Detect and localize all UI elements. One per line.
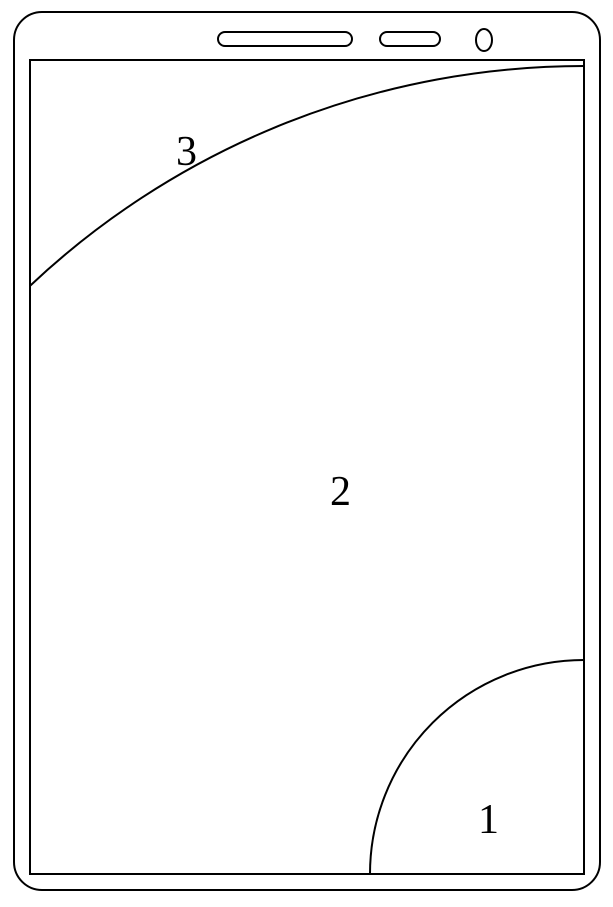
screen-frame — [30, 60, 584, 874]
camera-icon — [476, 29, 492, 51]
inner-arc — [370, 660, 613, 902]
speaker-slot-icon — [218, 32, 352, 46]
sensor-slot-icon — [380, 32, 440, 46]
outer-arc — [0, 66, 613, 902]
region-label-2: 2 — [330, 468, 351, 516]
diagram-canvas: 3 2 1 — [0, 0, 613, 902]
zone-arcs — [0, 66, 613, 902]
region-label-3: 3 — [176, 128, 197, 176]
device-body — [14, 12, 600, 890]
device-diagram — [0, 0, 613, 902]
region-label-1: 1 — [478, 796, 499, 844]
